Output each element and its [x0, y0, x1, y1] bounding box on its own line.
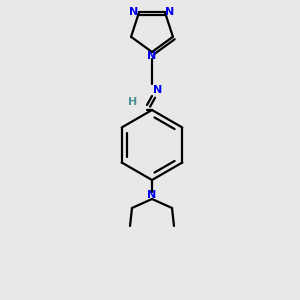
Text: N: N: [129, 7, 139, 17]
Text: H: H: [128, 97, 138, 107]
Text: N: N: [165, 7, 175, 17]
Text: N: N: [147, 190, 157, 200]
Text: N: N: [153, 85, 163, 95]
Text: N: N: [147, 51, 157, 61]
